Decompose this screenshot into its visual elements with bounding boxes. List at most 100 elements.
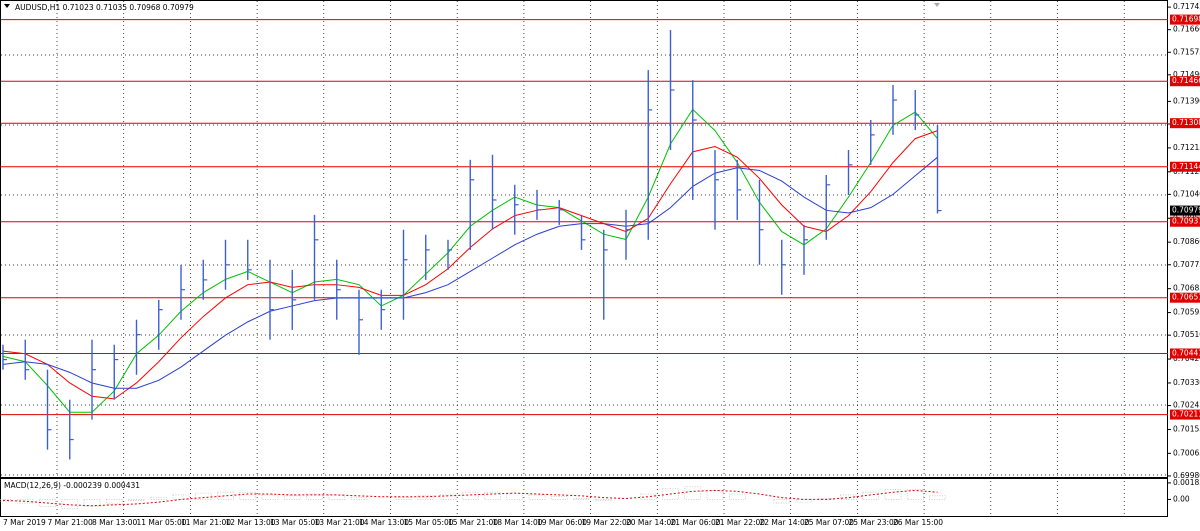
macd-bar [439, 494, 457, 500]
level-label: 0.70651 [1172, 293, 1200, 302]
y-tick-label: 0.70685 [1173, 284, 1200, 293]
macd-bar [884, 489, 902, 500]
y-tick-label: 0.70245 [1173, 401, 1200, 410]
macd-bar [217, 491, 234, 500]
price-pane [0, 0, 1168, 478]
shift-marker [934, 3, 940, 7]
macd-bar [306, 493, 323, 500]
macd-bar [194, 492, 212, 500]
macd-bar [61, 499, 79, 509]
macd-bar [684, 486, 702, 500]
grid [1, 1, 1171, 516]
level-tag [1170, 14, 1200, 25]
x-tick-label: 7 Mar 2019 [3, 518, 46, 527]
macd-tick-label: 0.00 [1173, 494, 1190, 503]
macd-bar [39, 499, 56, 507]
moving-average [2, 156, 938, 389]
level-tag [1170, 161, 1200, 172]
macd-bar [528, 494, 546, 500]
y-tick-label: 0.70595 [1173, 308, 1200, 317]
macd-bar [350, 497, 368, 500]
macd-bar [662, 488, 679, 500]
level-label: 0.71144 [1172, 162, 1200, 171]
macd-bar [150, 497, 168, 500]
y-tick-label: 0.70775 [1173, 260, 1200, 269]
y-tick-label: 0.70065 [1173, 448, 1200, 457]
macd-bar [239, 491, 257, 500]
x-tick-label: 26 Mar 15:00 [893, 518, 943, 527]
macd-bar [105, 499, 123, 505]
macd-bar [461, 491, 479, 500]
macd-bar [0, 499, 12, 502]
y-tick-label: 0.71745 [1173, 2, 1200, 11]
level-tag [1170, 292, 1200, 303]
level-tag [1170, 409, 1200, 420]
macd-title: MACD(12,26,9) -0.000239 0.000431 [4, 481, 140, 490]
macd-bar [83, 499, 101, 507]
macd-bar [795, 499, 813, 503]
x-tick-label: 14 Mar 13:00 [359, 518, 409, 527]
level-label: 0.71466 [1172, 76, 1200, 85]
x-tick-label: 15 Mar 21:00 [448, 518, 498, 527]
macd-pane [0, 478, 1168, 517]
x-tick-label: 8 Mar 13:00 [92, 518, 138, 527]
x-tick-label: 7 Mar 21:00 [48, 518, 94, 527]
macd-bar [172, 494, 190, 500]
x-tick-label: 11 Mar 05:00 [137, 518, 187, 527]
macd-bar [484, 491, 501, 500]
macd-bar [906, 489, 924, 500]
level-label: 0.71698 [1172, 15, 1200, 24]
macd-bar [929, 495, 946, 500]
macd-signal [2, 489, 938, 507]
macd-bar [573, 498, 590, 500]
macd-bar [283, 495, 301, 500]
current-price-label: 0.70979 [1172, 206, 1200, 215]
x-tick-label: 20 Mar 14:00 [626, 518, 676, 527]
level-label: 0.70937 [1172, 217, 1200, 226]
level-tag [1170, 216, 1200, 227]
level-tag [1170, 118, 1200, 129]
macd-tick-label: 0.001838 [1173, 478, 1200, 487]
macd-bar [595, 499, 613, 501]
macd-bar [773, 499, 791, 504]
x-tick-label: 22 Mar 14:00 [760, 518, 810, 527]
macd-bar [550, 496, 568, 500]
macd-bar [417, 495, 435, 500]
x-tick-label: 13 Mar 05:00 [270, 518, 320, 527]
price-tag [1170, 205, 1200, 216]
level-label: 0.71308 [1172, 118, 1200, 127]
level-tag [1170, 348, 1200, 359]
macd-bar [639, 493, 657, 500]
x-tick-label: 15 Mar 05:00 [404, 518, 454, 527]
x-tick-label: 21 Mar 06:00 [671, 518, 721, 527]
level-label: 0.70441 [1172, 348, 1200, 357]
macd-bar [395, 497, 412, 500]
macd-bar [328, 494, 346, 500]
x-tick-label: 18 Mar 14:00 [493, 518, 543, 527]
x-tick-label: 12 Mar 13:00 [226, 518, 276, 527]
macd-bar [16, 499, 34, 504]
y-tick-label: 0.71575 [1173, 47, 1200, 56]
macd-bar [128, 499, 145, 501]
macd-bar [840, 494, 857, 500]
x-tick-label: 13 Mar 21:00 [315, 518, 365, 527]
macd-bar [728, 493, 746, 500]
x-tick-label: 19 Mar 06:00 [537, 518, 587, 527]
y-tick-label: 0.70155 [1173, 424, 1200, 433]
macd-bar [261, 494, 279, 500]
menu-arrow [4, 4, 10, 8]
x-tick-label: 25 Mar 23:00 [849, 518, 899, 527]
level-label: 0.70211 [1172, 410, 1200, 419]
y-tick-label: 0.71215 [1173, 143, 1200, 152]
level-tag [1170, 76, 1200, 87]
